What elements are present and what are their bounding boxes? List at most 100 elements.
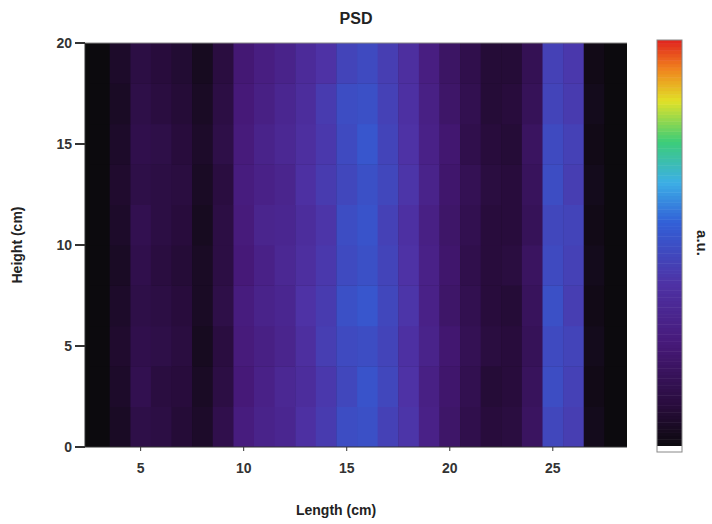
cell xyxy=(522,285,543,326)
cell xyxy=(172,366,193,407)
cell xyxy=(501,205,522,246)
x-axis-title: Length (cm) xyxy=(296,502,376,518)
cell xyxy=(460,83,481,124)
colorbar-step xyxy=(657,395,682,399)
cell xyxy=(336,285,357,326)
colorbar-step xyxy=(657,382,682,386)
cell xyxy=(481,326,502,367)
cells xyxy=(89,43,625,447)
cell xyxy=(563,245,584,286)
colorbar-step xyxy=(657,328,682,332)
colorbar-step xyxy=(657,128,682,132)
cell xyxy=(439,124,460,165)
cell xyxy=(213,407,234,447)
cell xyxy=(481,83,502,124)
cell xyxy=(584,407,605,447)
cell xyxy=(584,245,605,286)
colorbar-step xyxy=(657,338,682,342)
colorbar-step xyxy=(657,365,682,369)
cell xyxy=(213,326,234,367)
y-axis-title: Height (cm) xyxy=(9,207,25,284)
cell xyxy=(89,407,110,447)
cell xyxy=(543,285,564,326)
cell xyxy=(481,285,502,326)
cell xyxy=(584,205,605,246)
cell xyxy=(213,366,234,407)
cell xyxy=(563,164,584,205)
cell xyxy=(522,205,543,246)
cell xyxy=(357,164,378,205)
cell xyxy=(275,83,296,124)
colorbar-step xyxy=(657,284,682,288)
cell xyxy=(89,245,110,286)
colorbar-step xyxy=(657,402,682,406)
cell xyxy=(419,164,440,205)
x-tick xyxy=(140,447,141,451)
cell xyxy=(419,285,440,326)
cell xyxy=(151,83,172,124)
cell xyxy=(110,326,131,367)
cell xyxy=(357,285,378,326)
x-tick-label: 15 xyxy=(339,460,355,476)
cell xyxy=(110,43,131,84)
cell xyxy=(481,245,502,286)
cell xyxy=(151,43,172,84)
cell xyxy=(543,43,564,84)
colorbar-step xyxy=(657,416,682,420)
y-tick xyxy=(75,143,85,145)
cell xyxy=(110,124,131,165)
cell xyxy=(398,326,419,367)
cell xyxy=(604,164,625,205)
cell xyxy=(151,285,172,326)
cell xyxy=(316,285,337,326)
colorbar-step xyxy=(657,229,682,233)
colorbar-step xyxy=(657,355,682,359)
y-tick-label: 5 xyxy=(64,338,72,354)
cell xyxy=(316,366,337,407)
cell xyxy=(233,124,254,165)
cell xyxy=(295,205,316,246)
cell xyxy=(501,245,522,286)
cell xyxy=(336,407,357,447)
cell xyxy=(501,124,522,165)
cell xyxy=(172,43,193,84)
cell xyxy=(89,326,110,367)
colorbar-step xyxy=(657,77,682,81)
cell xyxy=(439,164,460,205)
cell xyxy=(419,326,440,367)
x-tick-label: 20 xyxy=(442,460,458,476)
title: PSD xyxy=(340,10,373,27)
colorbar-step xyxy=(657,361,682,365)
colorbar-step xyxy=(657,314,682,318)
cell xyxy=(316,205,337,246)
cell xyxy=(295,285,316,326)
colorbar-step xyxy=(657,70,682,74)
cell xyxy=(439,285,460,326)
cell xyxy=(110,407,131,447)
colorbar-step xyxy=(657,172,682,176)
colorbar-step xyxy=(657,169,682,173)
colorbar-step xyxy=(657,131,682,135)
colorbar-under xyxy=(657,446,682,452)
colorbar-step xyxy=(657,179,682,183)
cell xyxy=(460,164,481,205)
cell xyxy=(110,83,131,124)
cell xyxy=(522,245,543,286)
colorbar-step xyxy=(657,432,682,436)
cell xyxy=(254,83,275,124)
colorbar-step xyxy=(657,125,682,129)
colorbar-step xyxy=(657,409,682,413)
colorbar-step xyxy=(657,250,682,254)
cell xyxy=(295,245,316,286)
x-tick xyxy=(346,447,347,451)
cell xyxy=(563,407,584,447)
cell xyxy=(563,124,584,165)
colorbar xyxy=(657,40,682,452)
cell xyxy=(151,407,172,447)
cell xyxy=(378,366,399,407)
cell xyxy=(357,407,378,447)
cell xyxy=(501,43,522,84)
colorbar-step xyxy=(657,301,682,305)
cell xyxy=(172,124,193,165)
cell xyxy=(563,326,584,367)
